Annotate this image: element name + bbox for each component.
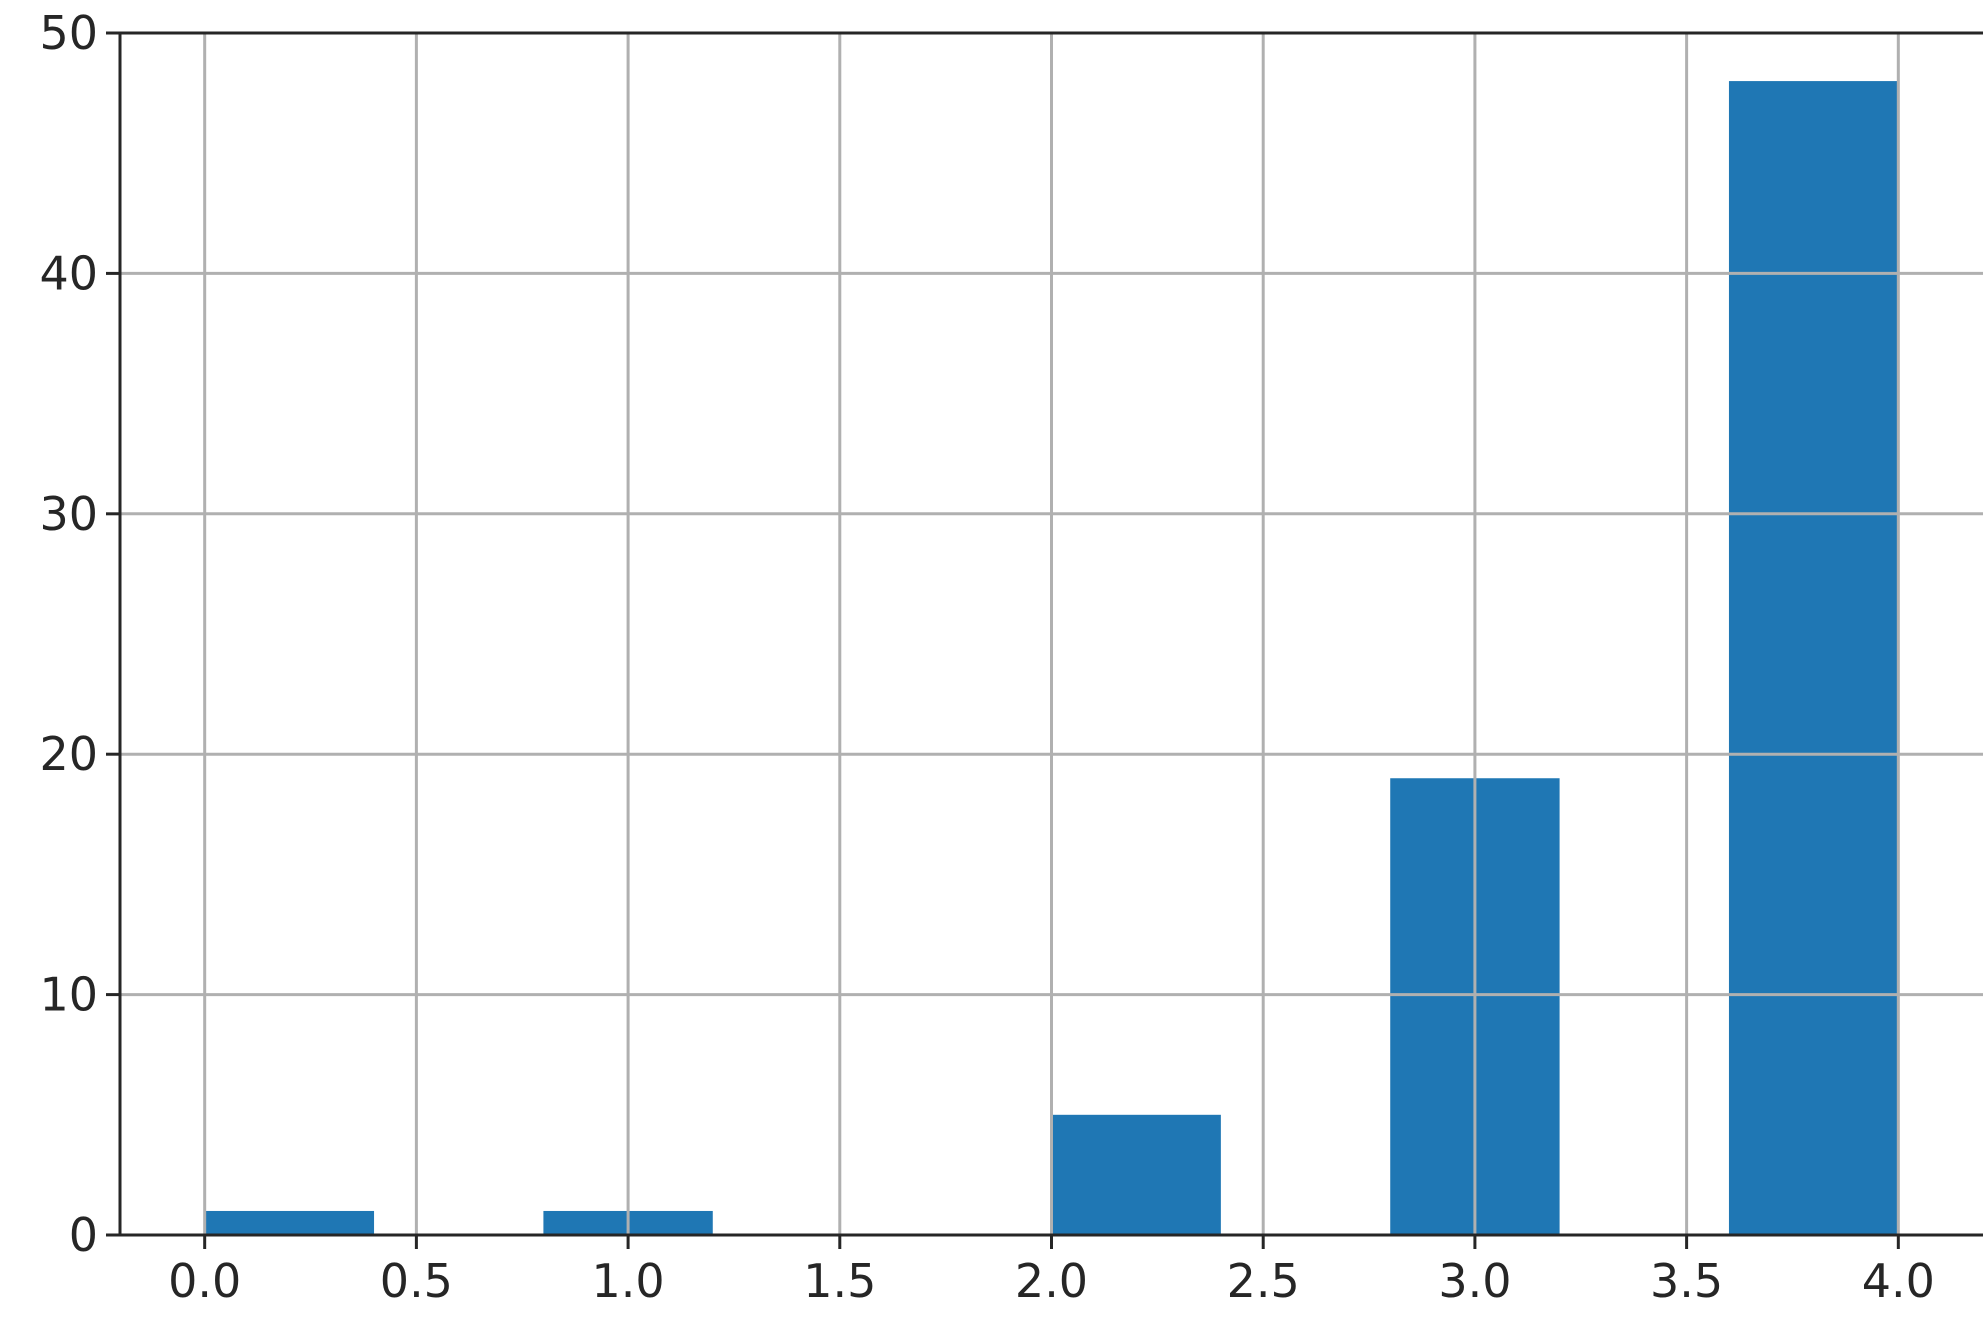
y-tick-label-5: 50 [39,6,98,60]
x-tick-label-5: 2.5 [1227,1254,1300,1308]
y-tick-label-1: 10 [39,968,98,1022]
x-tick-label-4: 2.0 [1015,1254,1088,1308]
ticks: 0.0 0.5 1.0 1.5 2.0 2.5 3.0 3.5 4.0 0 10 20 30 40 50 [39,6,1934,1308]
x-tick-label-6: 3.0 [1438,1254,1511,1308]
x-tick-label-8: 4.0 [1862,1254,1935,1308]
y-tick-label-4: 40 [39,246,98,300]
x-tick-label-2: 1.0 [592,1254,665,1308]
y-tick-label-0: 0 [69,1208,98,1262]
x-tick-label-7: 3.5 [1650,1254,1723,1308]
grid [120,33,1983,1235]
y-tick-label-2: 20 [39,727,98,781]
bar-5 [1729,81,1898,1235]
bar-0 [205,1211,374,1235]
x-tick-label-1: 0.5 [380,1254,453,1308]
x-tick-label-0: 0.0 [168,1254,241,1308]
y-tick-label-3: 30 [39,487,98,541]
x-tick-label-3: 1.5 [803,1254,876,1308]
bar-3 [1052,1115,1221,1235]
